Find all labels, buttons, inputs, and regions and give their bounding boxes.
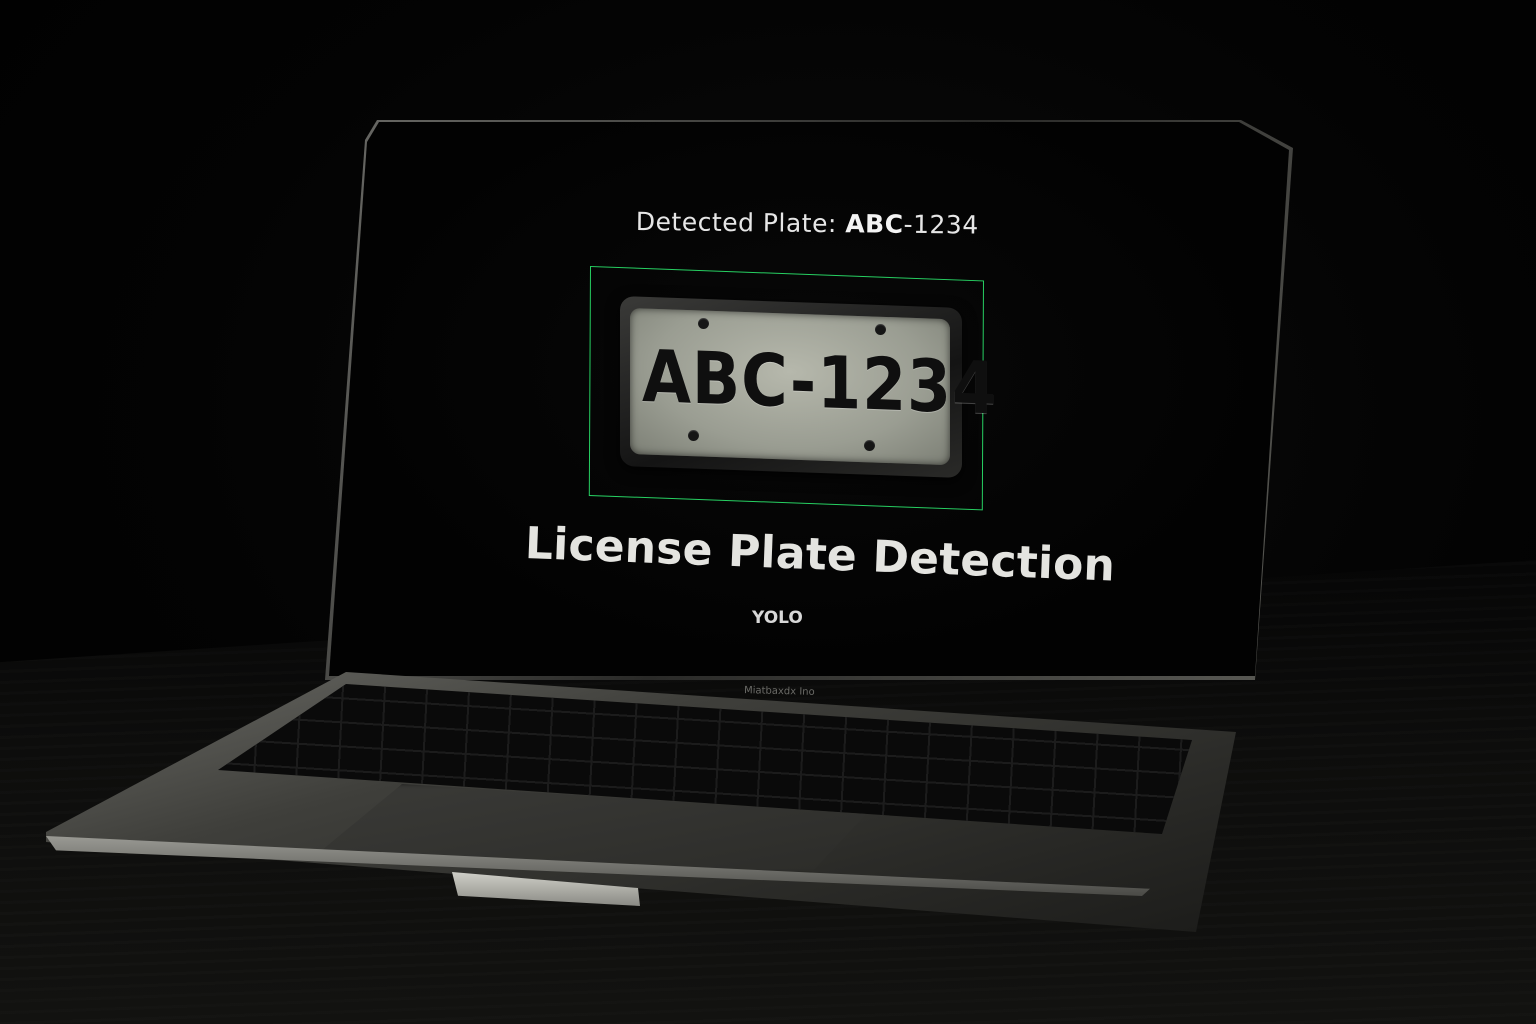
license-plate-text: ABC-1234 bbox=[642, 334, 997, 431]
plate-bolt-icon bbox=[875, 324, 886, 335]
detected-plate-label: Detected Plate: ABC-1234 bbox=[636, 207, 979, 240]
model-name: YOLO bbox=[752, 608, 803, 628]
plate-bolt-icon bbox=[864, 440, 875, 451]
plate-bolt-icon bbox=[698, 318, 709, 329]
detected-plate-bold: ABC bbox=[845, 209, 904, 239]
brand-label: Miatbaxdx Ino bbox=[743, 685, 815, 698]
detected-plate-prefix: Detected Plate: bbox=[635, 207, 846, 239]
plate-bolt-icon bbox=[688, 430, 699, 441]
detected-plate-rest: -1234 bbox=[903, 209, 979, 240]
